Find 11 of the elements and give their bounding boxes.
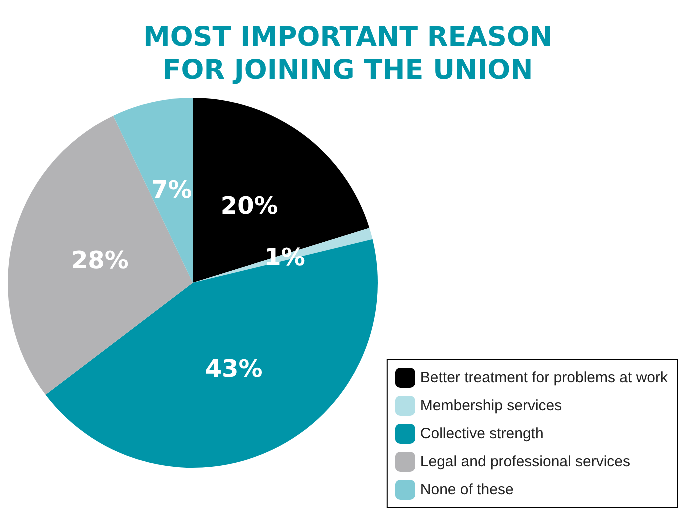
legend-label: Collective strength (420, 426, 544, 442)
data-label: 20% (220, 192, 278, 220)
chart-title: MOST IMPORTANT REASON FOR JOINING THE UNION (143, 22, 553, 86)
legend-label: Legal and professional services (420, 454, 631, 470)
data-label: 7% (152, 176, 192, 204)
legend-label: Membership services (420, 398, 562, 414)
data-label: 28% (71, 246, 129, 274)
data-label: 1% (264, 244, 306, 272)
legend-label: None of these (420, 482, 514, 498)
data-label: 43% (205, 355, 263, 384)
legend-label: Better treatment for problems at work (420, 370, 668, 386)
